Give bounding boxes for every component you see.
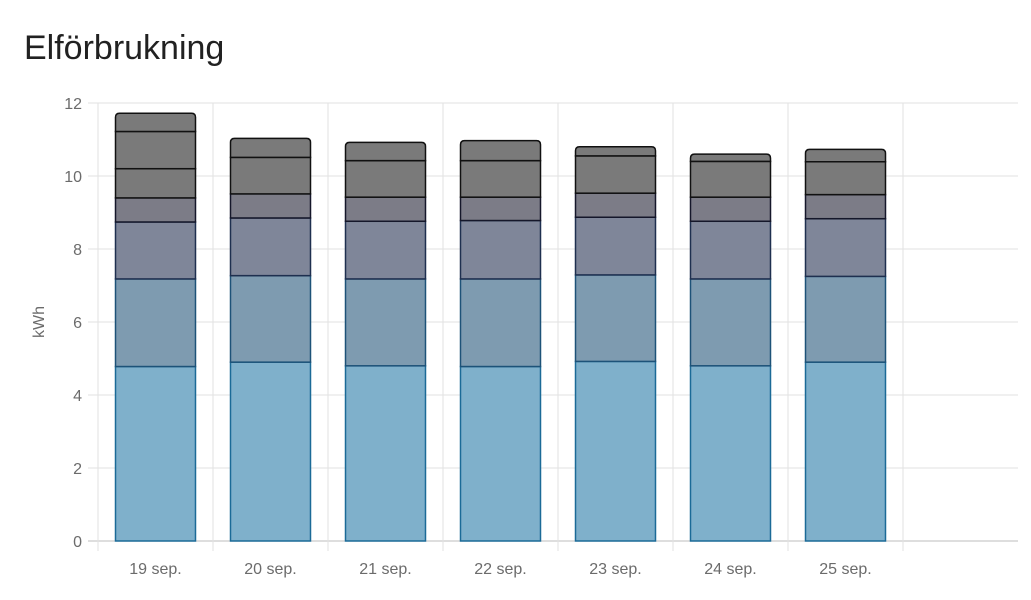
bar-segment[interactable]: [229, 193, 312, 219]
bar-segment[interactable]: [804, 217, 887, 278]
bar-segment[interactable]: [344, 141, 427, 162]
bar-segment[interactable]: [804, 161, 887, 196]
y-tick-label: 10: [64, 169, 82, 186]
bar-segment[interactable]: [459, 159, 542, 198]
bar-segment[interactable]: [114, 130, 197, 170]
bar-segment[interactable]: [344, 196, 427, 223]
x-tick-label: 20 sep.: [244, 561, 296, 578]
bar-segment[interactable]: [804, 148, 887, 163]
bar-segment[interactable]: [344, 220, 427, 280]
x-tick-label: 19 sep.: [129, 561, 181, 578]
bar-segment[interactable]: [574, 146, 657, 157]
x-tick-label: 21 sep.: [359, 561, 411, 578]
bar-segment[interactable]: [114, 221, 197, 280]
bar-segment[interactable]: [574, 274, 657, 363]
y-tick-label: 8: [73, 242, 82, 259]
y-tick-label: 0: [73, 534, 82, 551]
bar-segment[interactable]: [459, 219, 542, 280]
x-tick-label: 25 sep.: [819, 561, 871, 578]
bar-segment[interactable]: [689, 160, 772, 198]
bar-segment[interactable]: [229, 156, 312, 195]
bar-segment[interactable]: [459, 278, 542, 368]
bar-segment[interactable]: [689, 153, 772, 163]
bar-segment[interactable]: [804, 361, 887, 542]
bar-segment[interactable]: [804, 193, 887, 220]
bar-segment[interactable]: [229, 217, 312, 277]
bar-segment[interactable]: [574, 192, 657, 218]
bar-segment[interactable]: [689, 220, 772, 280]
bar-segment[interactable]: [574, 360, 657, 542]
x-tick-label: 22 sep.: [474, 561, 526, 578]
y-axis-title: kWh: [31, 306, 48, 338]
bar-segment[interactable]: [344, 159, 427, 198]
x-tick-label: 24 sep.: [704, 561, 756, 578]
bar-segment[interactable]: [574, 216, 657, 276]
bar-segment[interactable]: [229, 137, 312, 159]
bar-segment[interactable]: [459, 139, 542, 162]
bar-segment[interactable]: [229, 274, 312, 363]
bar-segment[interactable]: [114, 278, 197, 368]
bar-segment[interactable]: [459, 365, 542, 542]
y-tick-label: 2: [73, 461, 82, 478]
y-tick-label: 4: [73, 388, 82, 405]
bar-segment[interactable]: [344, 278, 427, 367]
y-tick-label: 6: [73, 315, 82, 332]
bar-segment[interactable]: [459, 196, 542, 222]
bar-segment[interactable]: [114, 197, 197, 223]
bar-segment[interactable]: [229, 361, 312, 542]
bar-segment[interactable]: [804, 275, 887, 363]
x-tick-label: 23 sep.: [589, 561, 641, 578]
bar-segment[interactable]: [689, 196, 772, 223]
bar-segment[interactable]: [689, 365, 772, 542]
bar-segment[interactable]: [114, 112, 197, 133]
bar-segment[interactable]: [574, 155, 657, 194]
bar-segment[interactable]: [344, 365, 427, 542]
bar-segment[interactable]: [689, 278, 772, 367]
y-tick-label: 12: [64, 96, 82, 113]
bar-segment[interactable]: [114, 167, 197, 199]
card-title: Elförbrukning: [24, 29, 225, 67]
bar-segment[interactable]: [114, 365, 197, 542]
